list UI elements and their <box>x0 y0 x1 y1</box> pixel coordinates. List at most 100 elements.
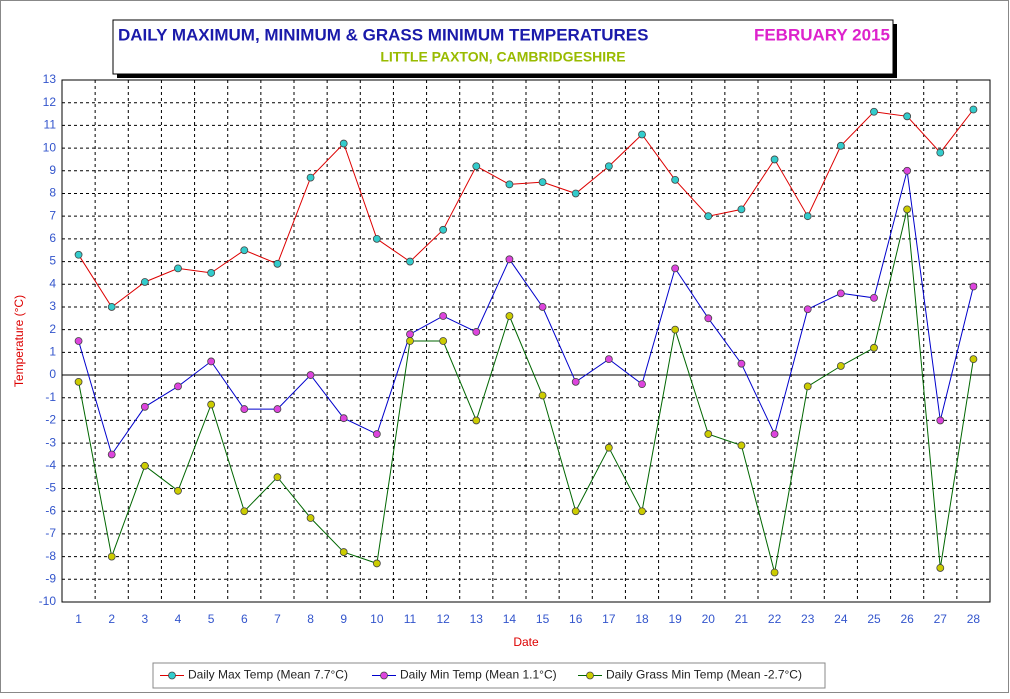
data-point <box>240 246 249 255</box>
data-point <box>671 325 680 334</box>
legend-label: Daily Grass Min Temp (Mean -2.7°C) <box>606 668 802 682</box>
y-tick-label: 6 <box>49 231 56 245</box>
data-point <box>870 107 878 116</box>
legend-marker <box>586 671 594 680</box>
data-point <box>240 507 249 516</box>
y-tick-label: -7 <box>45 526 56 540</box>
data-point <box>571 377 580 386</box>
data-point <box>207 357 216 366</box>
y-tick-label: 13 <box>43 72 57 86</box>
data-point <box>505 255 514 264</box>
data-point <box>207 400 216 409</box>
data-point <box>372 559 381 568</box>
x-tick-label: 9 <box>340 612 347 626</box>
y-tick-label: -9 <box>45 571 56 585</box>
data-point <box>107 450 116 459</box>
data-point <box>737 441 746 450</box>
data-point <box>538 391 547 400</box>
data-point <box>936 416 945 425</box>
data-point <box>74 250 83 259</box>
x-tick-label: 4 <box>175 612 182 626</box>
data-point <box>240 405 249 413</box>
y-tick-label: -4 <box>45 458 56 472</box>
x-tick-label: 15 <box>536 612 550 626</box>
data-point <box>836 362 845 370</box>
y-tick-label: -1 <box>45 390 56 404</box>
data-point <box>737 359 746 368</box>
data-point <box>406 330 414 339</box>
data-point <box>638 507 646 516</box>
x-tick-label: 6 <box>241 612 248 626</box>
data-point <box>836 289 845 298</box>
y-tick-label: -2 <box>45 413 56 427</box>
x-tick-label: 20 <box>702 612 716 626</box>
data-point <box>969 355 978 364</box>
y-tick-label: 2 <box>49 322 56 336</box>
y-tick-label: 12 <box>43 95 57 109</box>
x-tick-label: 5 <box>208 612 215 626</box>
data-point <box>903 205 912 214</box>
data-point <box>472 416 481 425</box>
data-point <box>505 180 514 189</box>
data-point <box>770 430 779 438</box>
data-point <box>472 328 481 336</box>
data-point <box>969 105 978 114</box>
legend-marker <box>380 671 388 680</box>
chart-title: DAILY MAXIMUM, MINIMUM & GRASS MINIMUM T… <box>118 25 648 44</box>
y-tick-label: 10 <box>43 140 57 154</box>
data-point <box>737 205 746 214</box>
data-point <box>969 282 978 291</box>
data-point <box>439 337 448 345</box>
data-point <box>339 414 348 423</box>
legend-marker <box>168 671 176 680</box>
data-point <box>306 371 315 379</box>
y-tick-label: 1 <box>49 345 56 359</box>
data-point <box>903 112 912 121</box>
data-point <box>604 443 613 452</box>
data-point <box>704 212 713 221</box>
data-point <box>174 486 182 495</box>
y-tick-label: 8 <box>49 186 56 200</box>
x-tick-label: 8 <box>307 612 314 626</box>
data-point <box>74 337 83 345</box>
data-point <box>936 148 945 157</box>
x-tick-label: 12 <box>436 612 450 626</box>
data-point <box>107 552 116 561</box>
x-tick-label: 10 <box>370 612 384 626</box>
data-point <box>538 178 547 187</box>
data-point <box>604 355 613 364</box>
series-line <box>78 209 974 573</box>
data-point <box>439 225 448 234</box>
legend-label: Daily Max Temp (Mean 7.7°C) <box>188 668 348 682</box>
data-point <box>638 380 646 389</box>
y-tick-label: -5 <box>45 481 56 495</box>
y-tick-label: 11 <box>44 118 57 132</box>
data-point <box>836 141 845 150</box>
data-point <box>505 312 514 320</box>
data-point <box>704 314 713 323</box>
data-point <box>538 303 547 311</box>
data-point <box>273 405 282 413</box>
x-tick-label: 21 <box>735 612 749 626</box>
x-tick-label: 22 <box>768 612 782 626</box>
data-point <box>870 293 878 302</box>
data-point <box>638 130 646 139</box>
x-tick-label: 2 <box>108 612 115 626</box>
x-tick-label: 11 <box>404 612 417 626</box>
x-tick-label: 1 <box>75 612 82 626</box>
data-point <box>372 234 381 243</box>
data-point <box>439 312 448 320</box>
y-tick-label: 4 <box>49 276 56 290</box>
data-point <box>372 430 381 438</box>
data-point <box>107 303 116 311</box>
chart-subtitle: LITTLE PAXTON, CAMBRIDGESHIRE <box>380 49 625 65</box>
data-point <box>803 212 812 221</box>
y-axis-label: Temperature (°C) <box>12 295 26 387</box>
data-point <box>406 337 414 345</box>
data-point <box>74 377 83 386</box>
data-point <box>704 430 713 438</box>
x-tick-label: 14 <box>503 612 517 626</box>
y-tick-label: 3 <box>49 299 56 313</box>
y-tick-label: -10 <box>39 594 57 608</box>
data-point <box>174 382 182 391</box>
